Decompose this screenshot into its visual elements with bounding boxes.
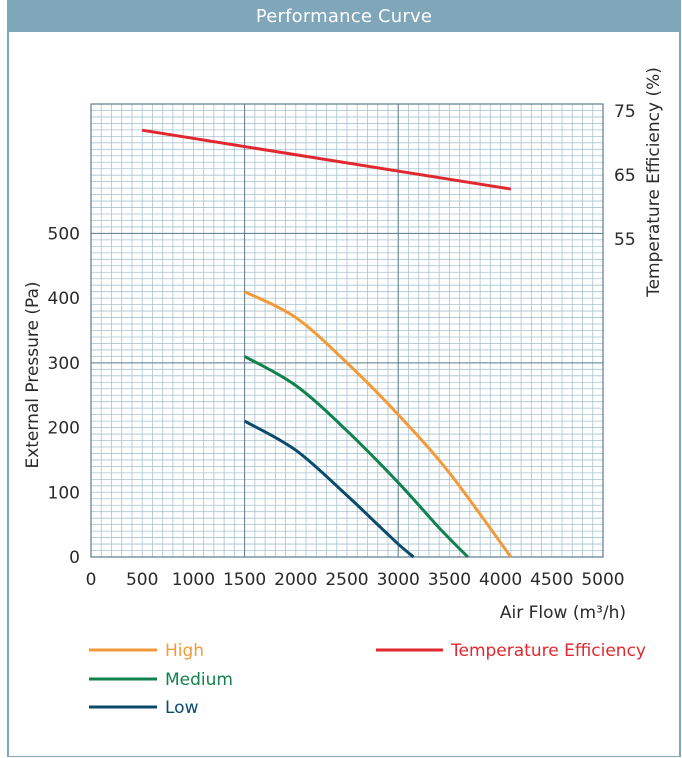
x-tick-label: 500 — [126, 570, 158, 590]
x-tick-label: 4000 — [479, 570, 522, 590]
legend-label-high: High — [165, 641, 204, 661]
x-tick-label: 5000 — [581, 570, 624, 590]
x-tick-label: 2000 — [274, 570, 317, 590]
y2-axis-label: Temperature Efficiency (%) — [644, 67, 664, 298]
y-tick-label: 300 — [48, 354, 80, 374]
y2-tick-label: 65 — [614, 166, 636, 186]
y-tick-label: 0 — [69, 548, 80, 568]
x-tick-label: 1000 — [172, 570, 215, 590]
y-tick-label: 400 — [48, 289, 80, 309]
series-line-low — [243, 419, 415, 559]
y-axis-label: External Pressure (Pa) — [23, 281, 43, 468]
series-line-high — [243, 290, 513, 558]
legend-label-low: Low — [165, 698, 199, 718]
chart-title: Performance Curve — [9, 0, 679, 32]
plot-area-border — [90, 103, 604, 558]
x-tick-label: 3500 — [428, 570, 471, 590]
x-tick-label: 3000 — [377, 570, 420, 590]
chart-panel: Performance Curve — [7, 0, 681, 757]
y-tick-label: 500 — [48, 224, 80, 244]
series-line-medium — [243, 355, 469, 559]
y2-tick-label: 75 — [614, 102, 636, 122]
legend-label-medium: Medium — [165, 670, 233, 690]
legend-label-temperature-efficiency: Temperature Efficiency — [450, 641, 646, 661]
x-axis-label: Air Flow (m³/h) — [500, 603, 626, 623]
x-tick-label: 0 — [86, 570, 97, 590]
y-tick-label: 200 — [48, 419, 80, 439]
x-tick-label: 4500 — [530, 570, 573, 590]
y-tick-label: 100 — [48, 483, 80, 503]
x-tick-label: 1500 — [223, 570, 266, 590]
series-line-temperature-efficiency — [141, 128, 512, 191]
x-tick-label: 2500 — [325, 570, 368, 590]
y2-tick-label: 55 — [614, 230, 636, 250]
